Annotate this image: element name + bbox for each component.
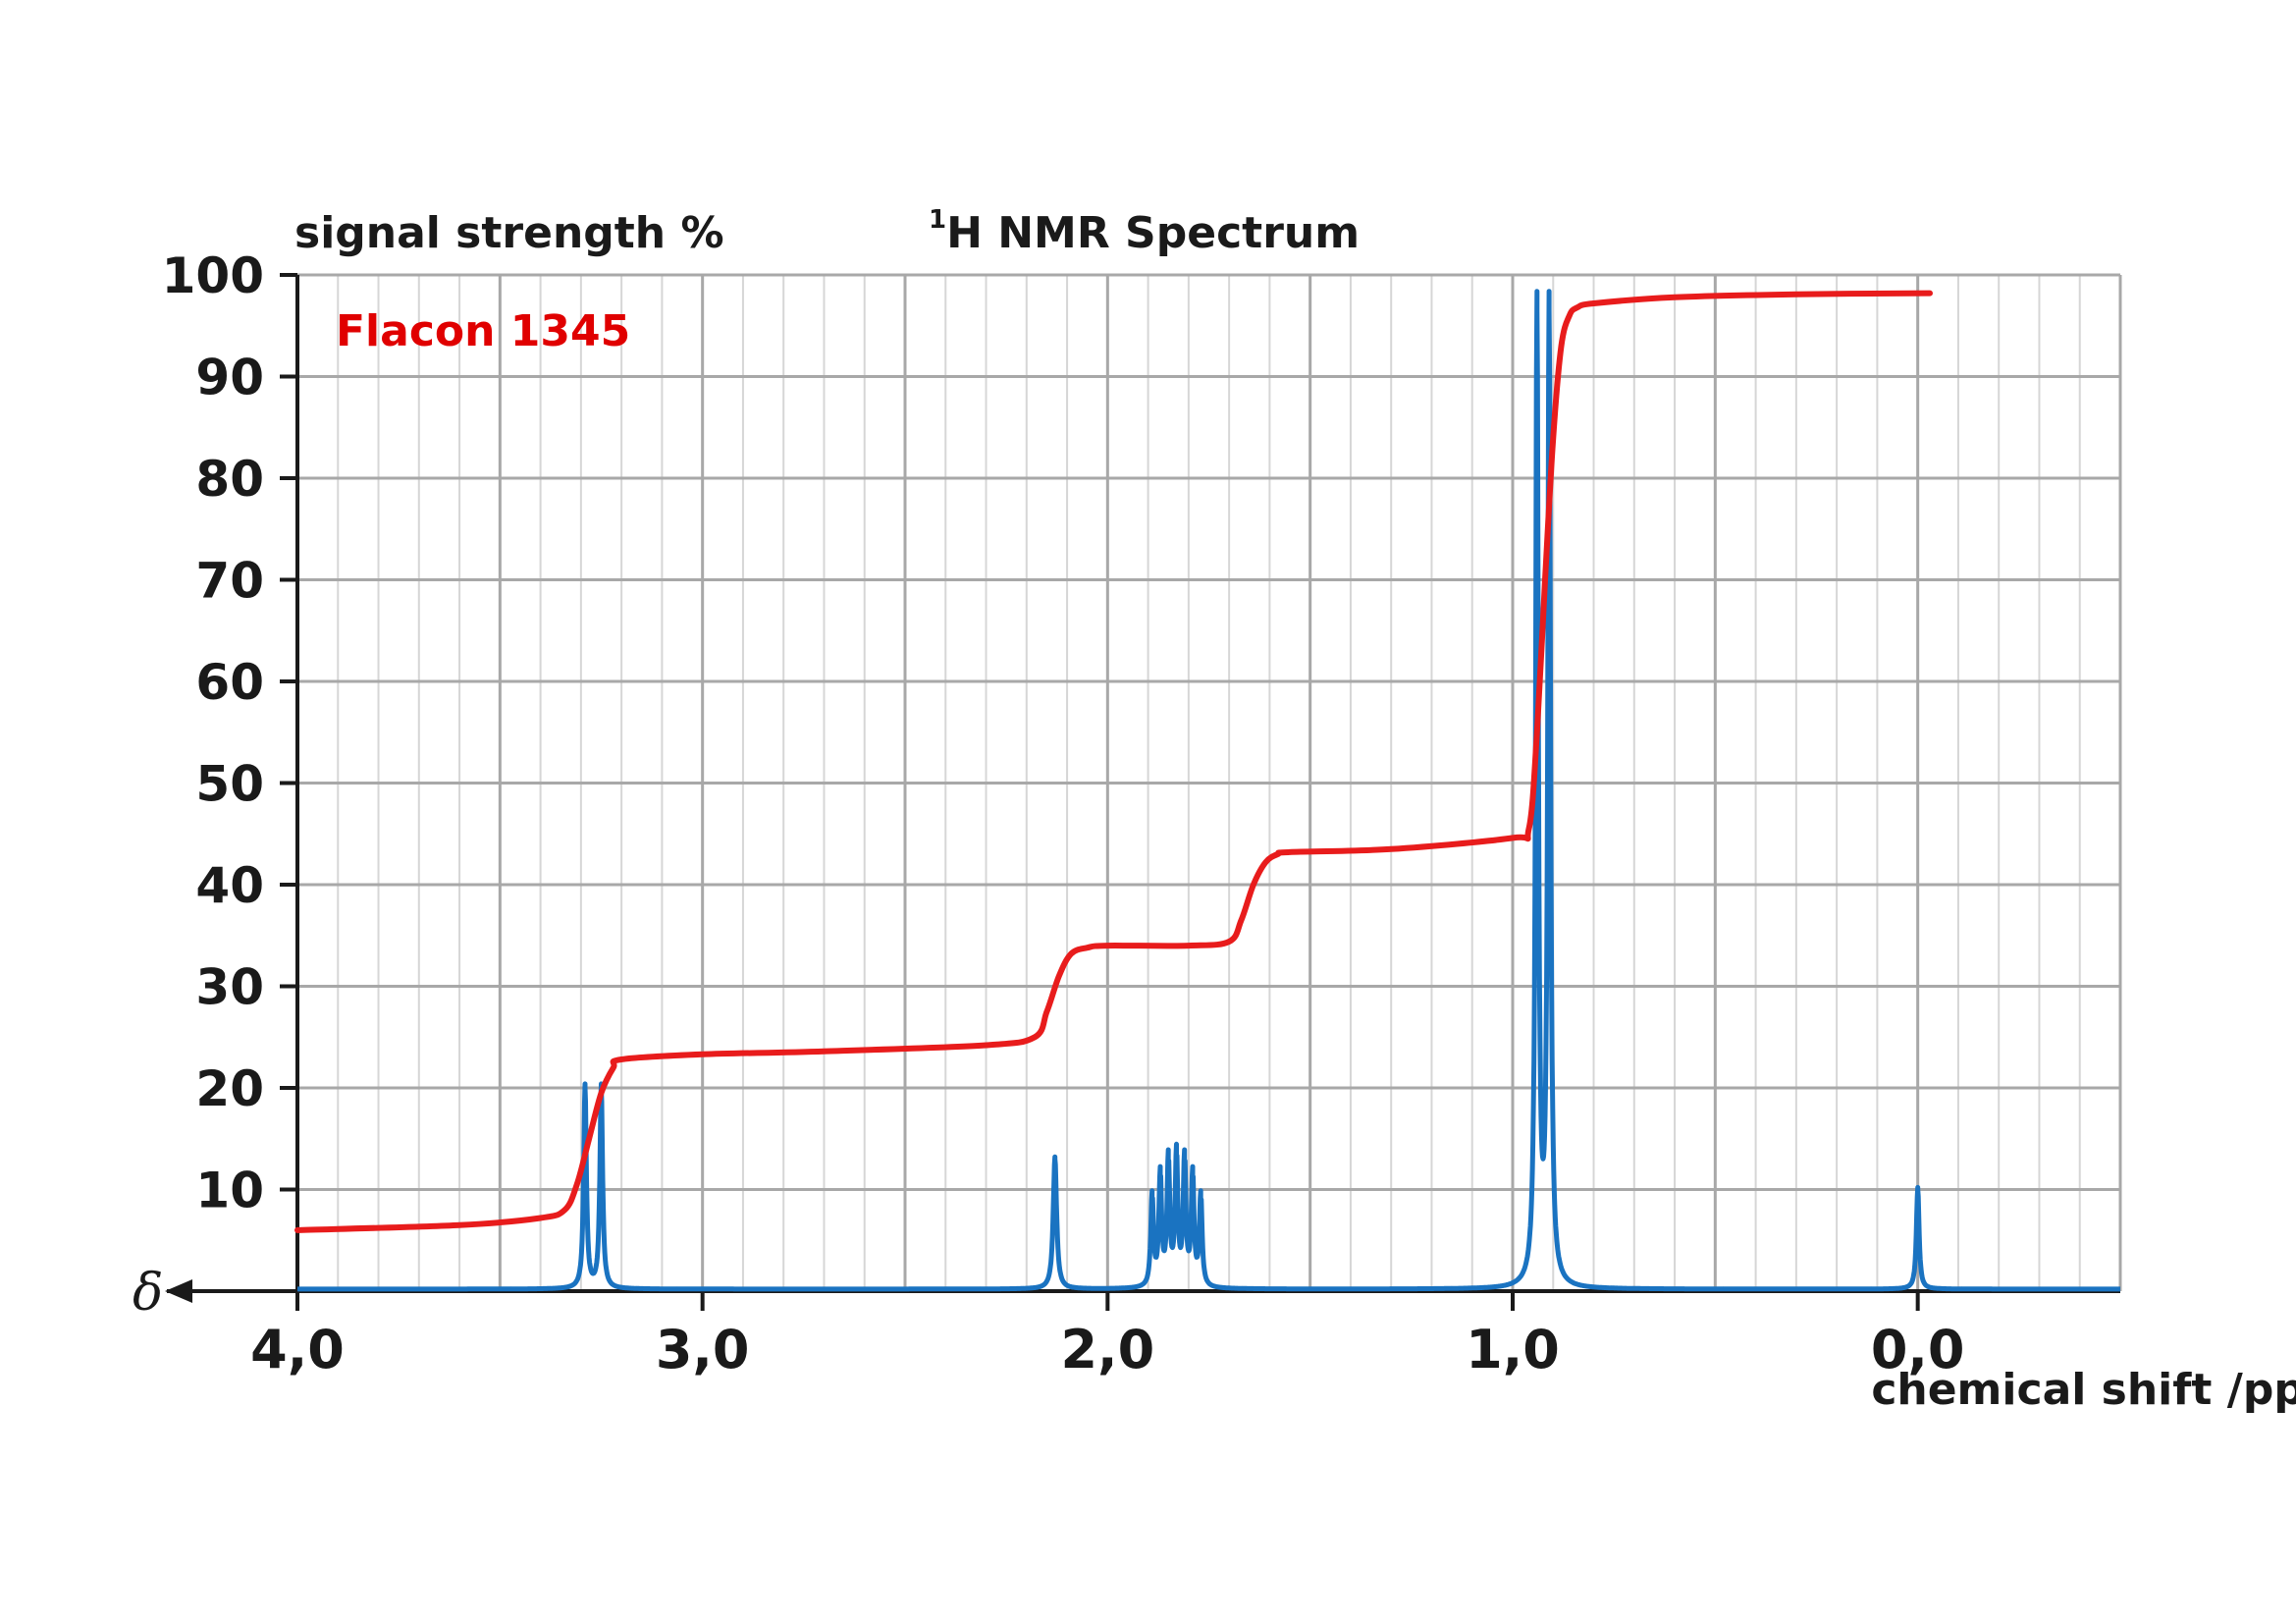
- chart-title: 1H NMR Spectrum: [929, 205, 1360, 258]
- y-tick-label: 20: [195, 1060, 264, 1117]
- chart-title-superscript: 1: [929, 205, 946, 235]
- y-tick-label: 40: [195, 857, 264, 914]
- y-tick-label: 100: [162, 247, 264, 304]
- series-layer: [294, 289, 2122, 1292]
- y-tick-label: 70: [195, 553, 264, 610]
- x-tick-label: 0,0: [1871, 1319, 1965, 1380]
- y-tick-label: 90: [195, 350, 264, 406]
- x-tick-label: 4,0: [250, 1319, 345, 1380]
- flacon-annotation: Flacon 1345: [336, 306, 630, 356]
- y-axis-label: signal strength %: [294, 208, 724, 258]
- delta-axis-symbol: δ: [133, 1264, 163, 1323]
- y-ticks: 10 20 30 40 50 60 70 80 90 100: [162, 247, 297, 1219]
- x-ticks: 4,0 3,0 2,0 1,0 0,0: [250, 1291, 1965, 1380]
- y-tick-label: 10: [195, 1163, 264, 1219]
- y-tick-label: 50: [195, 756, 264, 813]
- spectrum-line: [295, 289, 2122, 1292]
- y-tick-label: 80: [195, 451, 264, 508]
- integral-curve: [294, 290, 1933, 1233]
- y-tick-label: 30: [195, 959, 264, 1016]
- x-tick-label: 1,0: [1466, 1319, 1560, 1380]
- x-axis-label: chemical shift /ppm: [1871, 1365, 2296, 1415]
- x-tick-label: 3,0: [656, 1319, 750, 1380]
- y-tick-label: 60: [195, 654, 264, 711]
- x-tick-label: 2,0: [1060, 1319, 1154, 1380]
- x-axis-arrow-icon: [165, 1279, 192, 1303]
- major-gridlines: [295, 273, 2122, 1291]
- chart-title-text: H NMR Spectrum: [946, 208, 1360, 258]
